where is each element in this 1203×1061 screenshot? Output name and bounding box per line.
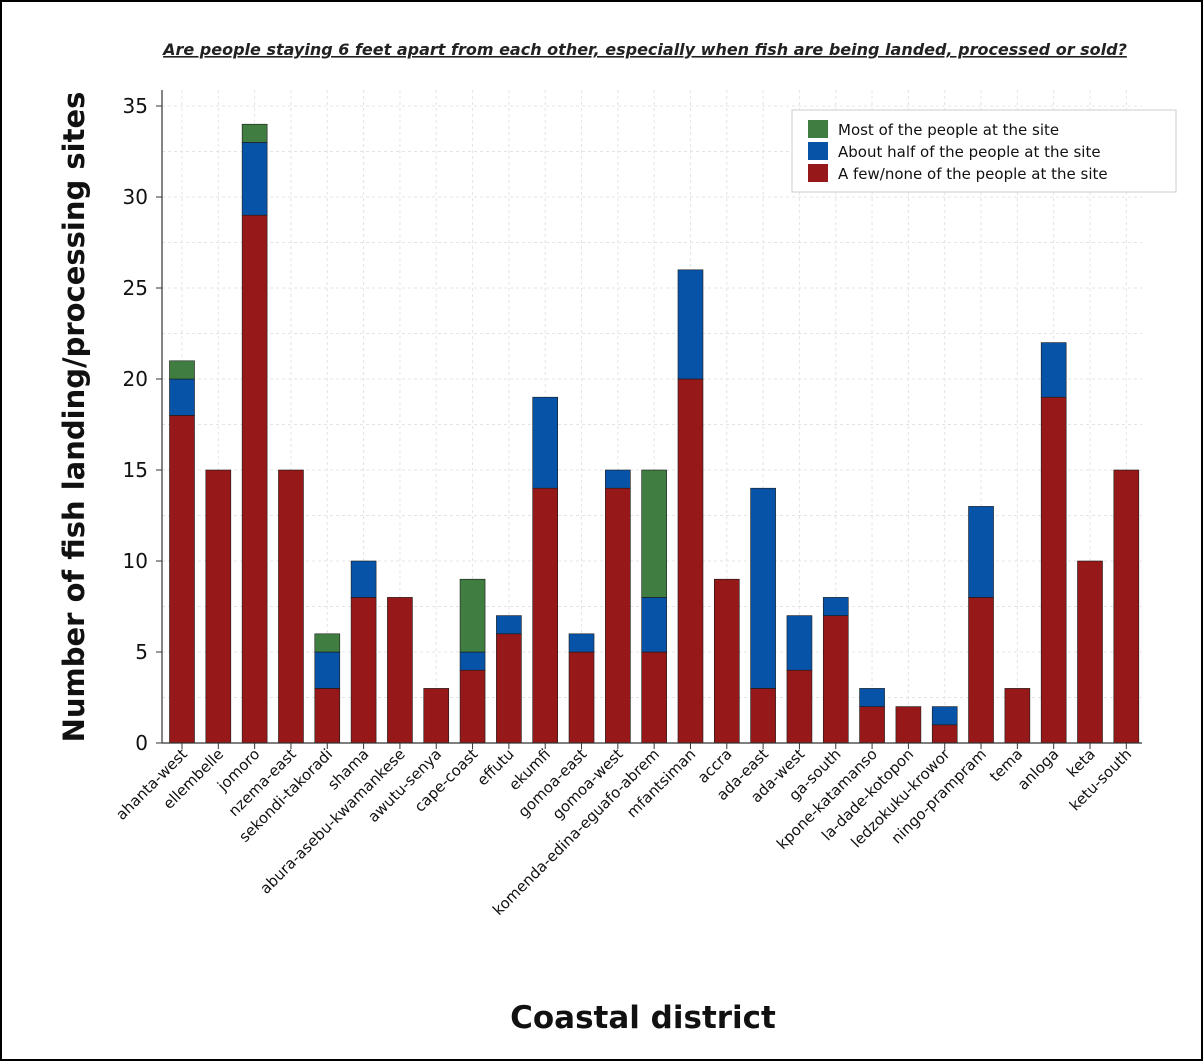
bar-segment-la-dade-kotopon-series-0 [895, 706, 922, 744]
y-axis-title: Number of fish landing/processing sites [57, 92, 91, 743]
bar-segment-ekumfi-series-1 [532, 396, 559, 489]
legend-swatch [808, 164, 828, 182]
y-tick-label: 20 [123, 367, 148, 391]
bar-segment-ahanta-west-series-2 [169, 360, 195, 380]
bar-segment-sekondi-takoradi-series-0 [314, 688, 341, 744]
bar-segment-ga-south-series-1 [822, 597, 849, 616]
bar-segment-ketu-south-series-0 [1113, 469, 1140, 744]
bar-segment-jomoro-series-1 [241, 142, 268, 216]
bar-segment-cape-coast-series-1 [459, 651, 486, 671]
bar-segment-ellembelle-series-0 [205, 469, 232, 744]
legend-label: Most of the people at the site [838, 121, 1059, 139]
bar-segment-ga-south-series-0 [822, 615, 849, 744]
bar-segment-ledzokuku-krowor-series-0 [931, 724, 958, 744]
x-axis-title: Coastal district [510, 1000, 776, 1036]
legend-swatch [808, 142, 828, 160]
legend-label: A few/none of the people at the site [838, 165, 1108, 183]
bar-segment-ada-west-series-0 [786, 669, 813, 744]
y-tick-label: 10 [123, 549, 148, 573]
grid [162, 90, 1142, 744]
bar-segment-ekumfi-series-0 [532, 487, 559, 744]
x-tick-labels: ahanta-westellembellejomoronzema-eastsek… [112, 745, 1135, 919]
bar-segment-keta-series-0 [1077, 560, 1103, 744]
y-tick-label: 5 [135, 640, 148, 664]
bar-segment-kpone-katamanso-series-0 [859, 706, 885, 744]
bar-segment-shama-series-0 [350, 597, 377, 744]
bar-segment-sekondi-takoradi-series-2 [314, 633, 341, 653]
bar-segment-gomoa-east-series-1 [568, 633, 595, 653]
bar-segment-tema-series-0 [1004, 688, 1031, 744]
bar-segment-ahanta-west-series-0 [169, 415, 195, 744]
bar-segment-anloga-series-1 [1040, 342, 1067, 398]
legend-label: About half of the people at the site [838, 143, 1101, 161]
legend-swatch [808, 120, 828, 138]
bar-segment-ledzokuku-krowor-series-1 [931, 706, 958, 726]
bar-segment-abura-asebu-kwamankese-series-0 [387, 597, 413, 744]
bars [169, 123, 1140, 744]
bar-segment-ada-west-series-1 [786, 615, 813, 671]
y-tick-label: 15 [123, 458, 148, 482]
y-tick-label: 35 [123, 94, 148, 118]
bar-segment-komenda-edina-eguafo-abrem-series-2 [641, 469, 667, 598]
bar-segment-jomoro-series-0 [241, 214, 268, 744]
bar-segment-komenda-edina-eguafo-abrem-series-1 [641, 597, 667, 653]
legend-box [791, 109, 1177, 193]
axes [156, 90, 1142, 749]
bar-segment-sekondi-takoradi-series-1 [314, 651, 341, 689]
bar-segment-effutu-series-0 [496, 633, 522, 744]
y-tick-label: 30 [123, 185, 148, 209]
bar-segment-nzema-east-series-0 [278, 469, 304, 744]
bar-segment-gomoa-west-series-1 [605, 469, 631, 489]
bar-segment-gomoa-east-series-0 [568, 651, 595, 744]
legend: Most of the people at the site About half… [791, 109, 1177, 193]
chart-title: Are people staying 6 feet apart from eac… [161, 40, 1127, 59]
bar-segment-accra-series-0 [713, 578, 740, 744]
bar-segment-cape-coast-series-0 [459, 669, 486, 744]
bar-segment-ahanta-west-series-1 [169, 378, 195, 416]
bar-segment-effutu-series-1 [496, 615, 522, 635]
bar-segment-ada-east-series-0 [750, 688, 776, 744]
bar-segment-komenda-edina-eguafo-abrem-series-0 [641, 651, 667, 744]
y-tick-labels: 0 5 10 15 20 25 30 35 [123, 94, 148, 755]
bar-segment-mfantsiman-series-1 [677, 269, 704, 380]
bar-segment-anloga-series-0 [1040, 396, 1067, 744]
bar-segment-shama-series-1 [350, 560, 377, 598]
bar-segment-kpone-katamanso-series-1 [859, 688, 885, 707]
y-tick-label: 25 [123, 276, 148, 300]
bar-segment-ningo-prampram-series-1 [968, 506, 994, 598]
bar-segment-ningo-prampram-series-0 [968, 597, 994, 744]
bar-segment-gomoa-west-series-0 [605, 487, 631, 744]
bar-segment-awutu-senya-series-0 [423, 688, 450, 744]
bar-segment-jomoro-series-2 [241, 123, 268, 143]
y-tick-label: 0 [135, 731, 148, 755]
bar-segment-cape-coast-series-2 [459, 578, 486, 653]
bar-segment-mfantsiman-series-0 [677, 378, 704, 744]
x-tick-label-anloga: anloga [1014, 745, 1063, 794]
bar-segment-ada-east-series-1 [750, 487, 776, 689]
